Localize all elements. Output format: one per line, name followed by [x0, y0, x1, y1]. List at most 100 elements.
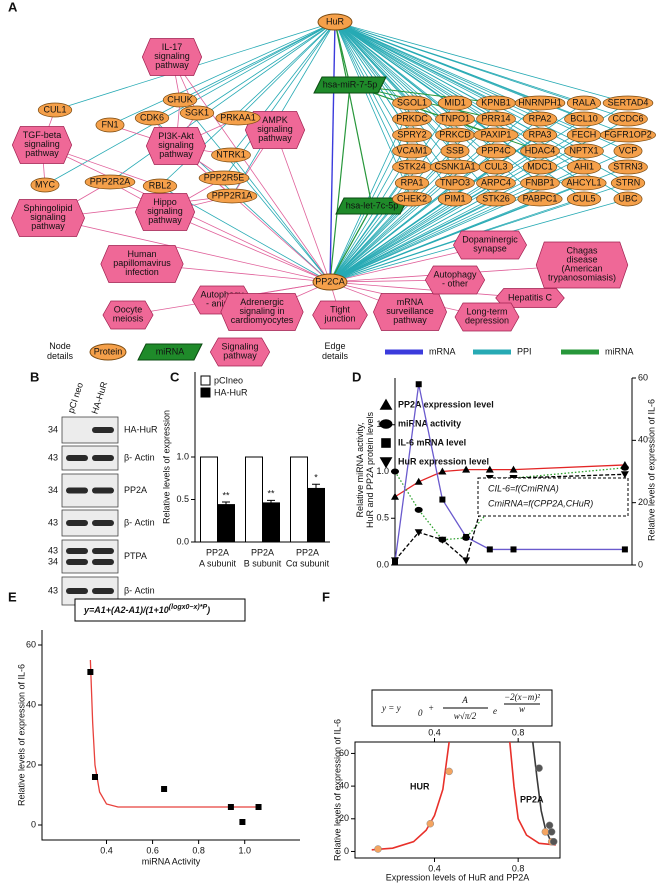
- pathway-node: [145, 127, 207, 165]
- bar: [307, 487, 325, 543]
- x-top-tick-label: 0.4: [428, 727, 441, 737]
- ppi-edge: [179, 99, 331, 283]
- protein-label: CDK6: [140, 112, 164, 122]
- ppi-edge: [329, 198, 456, 283]
- protein-label: TNPO1: [440, 113, 470, 123]
- formula-part: 0: [418, 708, 423, 718]
- ppi-edge: [329, 134, 585, 283]
- panel-label: F: [322, 589, 330, 604]
- fit-curve: [532, 742, 557, 844]
- y-tick-label: 20: [26, 759, 36, 769]
- marker-label: 43: [48, 545, 58, 555]
- marker-label: 43: [48, 585, 58, 595]
- y-tick-label: 1.0: [176, 451, 189, 461]
- ppi-edge: [179, 21, 336, 101]
- protein-label: CHUK: [167, 94, 193, 104]
- protein-node: [566, 191, 602, 207]
- bar: [245, 456, 263, 543]
- marker-label: 43: [48, 452, 58, 462]
- legend-label: mRNA: [429, 346, 456, 356]
- panel-label: C: [170, 369, 180, 384]
- point: [391, 492, 399, 500]
- ppi-edge: [334, 21, 629, 104]
- legend-label: miRNA activity: [398, 418, 461, 428]
- x-axis-label: miRNA Activity: [142, 856, 201, 866]
- ppi-edge: [329, 150, 413, 283]
- bar: [262, 502, 280, 543]
- protein-label: PPP2R5E: [204, 172, 245, 182]
- pathway-node: [244, 111, 306, 149]
- point: [620, 464, 629, 471]
- point: [414, 506, 423, 513]
- formula-box: [74, 598, 246, 622]
- protein-label: VCAM1: [396, 145, 427, 155]
- protein-node: [211, 147, 251, 163]
- pathway-edge: [329, 281, 531, 299]
- legend-label: PP2A expression level: [398, 399, 494, 409]
- point: [547, 828, 556, 836]
- annotation: CIL-6=f(CmiRNA): [488, 483, 559, 493]
- protein-label: CSNK1A1: [434, 161, 475, 171]
- protein-node: [476, 191, 516, 207]
- point: [161, 786, 168, 792]
- point: [545, 821, 554, 830]
- formula-part: +: [428, 703, 434, 713]
- y2-tick-label: 20: [638, 497, 648, 507]
- curve-label: PP2A: [520, 794, 544, 804]
- protein-label: FN1: [101, 119, 118, 129]
- protein-label: NPTX1: [569, 145, 598, 155]
- marker-label: 34: [48, 556, 58, 566]
- pathway-node: [424, 265, 486, 295]
- protein-node: [610, 175, 646, 191]
- protein-node: [437, 95, 473, 111]
- legend-label: Signaling pathway: [221, 342, 258, 361]
- protein-label: CCDC6: [612, 113, 643, 123]
- bar: [290, 456, 308, 543]
- protein-label: TNPO3: [440, 177, 470, 187]
- protein-label: SGK1: [185, 107, 209, 117]
- y2-tick-label: 0: [638, 559, 643, 569]
- legend-label: IL-6 mRNA level: [398, 437, 466, 447]
- significance: **: [267, 489, 275, 499]
- y-tick-label: 20: [339, 813, 349, 823]
- protein-label: RPA2: [529, 113, 552, 123]
- blot-label: HA-HuR: [124, 424, 158, 434]
- hub-label: PP2CA: [315, 276, 345, 286]
- x-axis-label: Expression levels of HuR and PP2A: [386, 872, 530, 882]
- y2-tick-label: 60: [638, 372, 648, 382]
- blot-label: β- Actin: [124, 452, 155, 462]
- point: [239, 819, 246, 825]
- band: [66, 588, 88, 594]
- panel-label: B: [30, 369, 39, 384]
- pathway-label: Chagas disease (American trypanosomiasis): [548, 246, 616, 283]
- mirna-label: hsa-let-7c-5p: [346, 200, 399, 210]
- point: [485, 465, 494, 473]
- protein-label: UBC: [618, 193, 638, 203]
- protein-label: MID1: [444, 97, 466, 107]
- protein-node: [566, 95, 602, 111]
- protein-node: [392, 191, 432, 207]
- x-tick-label: 0.8: [192, 845, 205, 855]
- legend-label: HA-HuR: [214, 387, 248, 397]
- protein-node: [437, 191, 473, 207]
- formula-part: −2(x−m)²: [504, 692, 540, 702]
- ppi-edge: [334, 21, 413, 168]
- formula-part: A: [461, 695, 468, 705]
- blot-label: β- Actin: [124, 585, 155, 595]
- protein-node: [564, 143, 604, 159]
- panel-label: D: [352, 369, 361, 384]
- ppi-edge: [329, 198, 541, 283]
- pathway-label: Autophagy - other: [433, 270, 477, 289]
- pathway-node: [100, 245, 184, 283]
- band: [92, 487, 114, 494]
- pathway-label: IL-17 signaling pathway: [154, 42, 190, 70]
- mirna-edge: [329, 84, 351, 283]
- protein-label: KPNB1: [481, 97, 511, 107]
- protein-label: ARPC4: [481, 177, 511, 187]
- protein-label: STK26: [482, 193, 510, 203]
- band: [92, 455, 114, 461]
- ppi-edge: [329, 182, 456, 283]
- protein-node: [435, 175, 475, 191]
